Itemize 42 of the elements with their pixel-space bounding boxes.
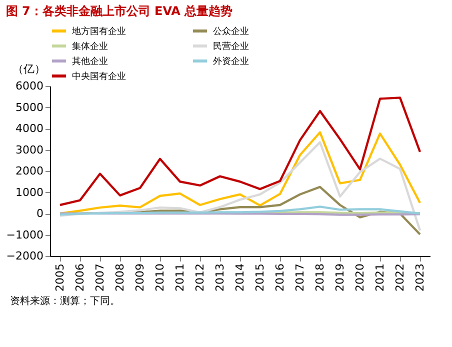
- legend-label: 其他企业: [72, 56, 108, 67]
- x-tick-label: 2017: [294, 264, 306, 292]
- y-tick-label: 0: [36, 207, 44, 220]
- x-tick-label: 2013: [214, 264, 226, 292]
- x-tick-label: 2022: [394, 264, 406, 292]
- x-tick-label: 2006: [74, 264, 86, 292]
- y-tick-label: 6000: [16, 80, 44, 92]
- y-tick-label: 1000: [16, 186, 44, 199]
- x-tick-label: 2014: [234, 264, 246, 292]
- x-tick-label: 2019: [334, 264, 346, 292]
- x-tick-label: 2023: [414, 264, 426, 292]
- x-tick-label: 2012: [194, 264, 206, 292]
- x-tick-label: 2005: [54, 264, 66, 292]
- x-tick-label: 2020: [354, 264, 366, 292]
- x-tick-label: 2011: [174, 264, 186, 292]
- y-axis-title: （亿）: [12, 62, 46, 76]
- line-series: [58, 141, 422, 232]
- chart-title: 图 7：各类非金融上市公司 EVA 总量趋势: [6, 4, 233, 18]
- y-tick-label: −1000: [6, 228, 44, 242]
- y-tick-label: 5000: [16, 100, 44, 114]
- x-tick-label: 2009: [134, 264, 146, 292]
- legend-label: 民营企业: [213, 41, 249, 52]
- x-tick-label: 2010: [154, 264, 166, 292]
- x-tick-label: 2007: [94, 264, 106, 292]
- legend-label: 外资企业: [213, 56, 249, 67]
- text: 资料来源：测算；下同。: [10, 295, 120, 307]
- x-tick-label: 2021: [374, 264, 386, 292]
- y-tick-label: −2000: [6, 250, 44, 262]
- y-tick-label: 4000: [16, 122, 44, 135]
- y-tick-label: 2000: [16, 164, 44, 178]
- y-tick-label: 3000: [16, 143, 44, 156]
- legend-label: 集体企业: [72, 41, 108, 52]
- x-tick-label: 2015: [254, 264, 266, 292]
- legend-label: 公众企业: [213, 26, 249, 37]
- line-series: [58, 131, 422, 215]
- line-series: [58, 206, 422, 216]
- x-tick-label: 2008: [114, 264, 126, 292]
- legend-label: 地方国有企业: [71, 26, 126, 37]
- line-series: [58, 96, 422, 206]
- x-tick-label: 2018: [314, 264, 326, 292]
- x-tick-label: 2016: [274, 264, 286, 292]
- legend-label: 中央国有企业: [72, 71, 126, 82]
